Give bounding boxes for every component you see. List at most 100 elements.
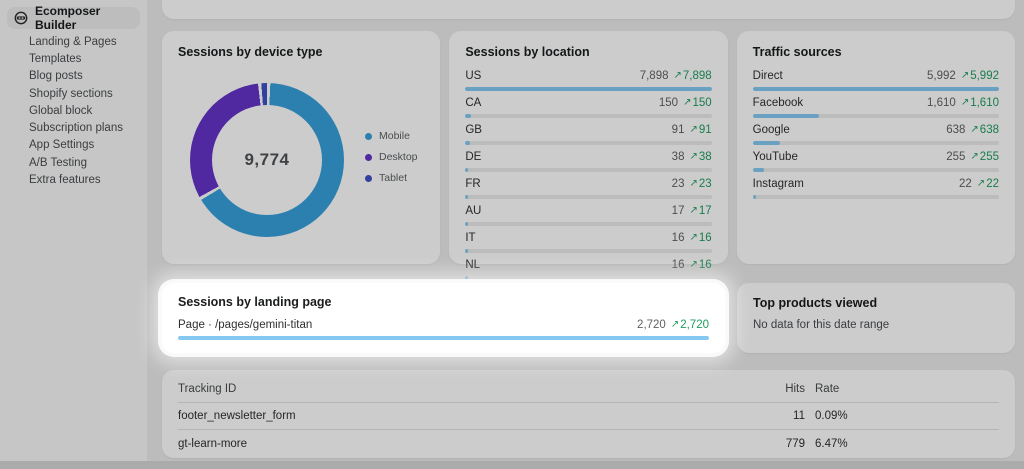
trend-up-icon: ↗ bbox=[673, 70, 682, 81]
landing-rows: Page · /pages/gemini-titan 2,720 ↗ 2,720 bbox=[178, 318, 709, 340]
trend-up-icon: ↗ bbox=[976, 178, 986, 189]
stat-delta-value: 91 bbox=[698, 124, 712, 136]
sidebar-item-label: Templates bbox=[29, 52, 82, 65]
card-title: Sessions by location bbox=[465, 45, 590, 59]
trend-up-icon: ↗ bbox=[689, 124, 698, 135]
tracking-table-card: Tracking ID Hits Rate footer_newsletter_… bbox=[162, 370, 1015, 458]
stat-value: 1,610 bbox=[927, 97, 956, 109]
bar-fill bbox=[465, 141, 470, 145]
table-body: footer_newsletter_form 11 0.09% gt-learn… bbox=[178, 403, 999, 457]
stat-delta-value: 5,992 bbox=[970, 70, 999, 82]
sidebar-item[interactable]: A/B Testing bbox=[0, 154, 147, 171]
stat-row: Instagram 22 ↗ 22 bbox=[752, 177, 999, 199]
stat-row: YouTube 255 ↗ 255 bbox=[752, 150, 999, 172]
donut-total-value: 9,774 bbox=[244, 150, 290, 169]
bar-track bbox=[465, 87, 712, 91]
stat-label: NL bbox=[465, 259, 481, 271]
sidebar-item[interactable]: Blog posts bbox=[0, 68, 147, 85]
stat-row: Direct 5,992 ↗ 5,992 bbox=[752, 69, 999, 91]
column-header-hits: Hits bbox=[785, 382, 805, 395]
stat-row: NL 16 ↗ 16 bbox=[465, 258, 712, 280]
trend-up-icon: ↗ bbox=[960, 97, 970, 108]
sidebar-item-ecomposer-builder[interactable]: Ecomposer Builder bbox=[7, 4, 140, 32]
tracking-id-cell: footer_newsletter_form bbox=[178, 410, 296, 422]
sidebar-item[interactable]: Templates bbox=[0, 50, 147, 67]
stat-delta: ↗ 22 bbox=[977, 178, 999, 190]
legend-label: Tablet bbox=[379, 172, 408, 184]
legend-dot-icon bbox=[365, 153, 372, 161]
stat-row: DE 38 ↗ 38 bbox=[465, 150, 712, 172]
stat-label: US bbox=[465, 70, 482, 82]
stat-delta: ↗ 16 bbox=[689, 232, 711, 244]
stat-delta-value: 22 bbox=[986, 178, 999, 190]
table-header-row: Tracking ID Hits Rate bbox=[178, 370, 999, 403]
bar-track bbox=[465, 168, 712, 172]
card-title: Sessions by landing page bbox=[178, 295, 332, 309]
trend-up-icon: ↗ bbox=[689, 151, 698, 162]
trend-up-icon: ↗ bbox=[689, 205, 698, 216]
stat-label: FR bbox=[465, 178, 481, 190]
stat-label: CA bbox=[465, 97, 482, 109]
legend-dot-icon bbox=[365, 132, 372, 140]
stat-value: 638 bbox=[946, 124, 966, 136]
stat-row: Facebook 1,610 ↗ 1,610 bbox=[752, 96, 999, 118]
trend-up-icon: ↗ bbox=[960, 70, 970, 81]
sidebar: Ecomposer Builder Landing & Pages Templa… bbox=[0, 0, 147, 469]
legend-label: Mobile bbox=[379, 130, 410, 142]
sidebar-item-label: Landing & Pages bbox=[29, 35, 117, 48]
stat-label: GB bbox=[465, 124, 482, 136]
sidebar-item[interactable]: Shopify sections bbox=[0, 85, 147, 102]
sidebar-item-label: Subscription plans bbox=[29, 122, 123, 135]
stat-row: GB 91 ↗ 91 bbox=[465, 123, 712, 145]
trend-up-icon: ↗ bbox=[970, 124, 979, 135]
stat-value: 17 bbox=[671, 205, 685, 217]
stat-row: AU 17 ↗ 17 bbox=[465, 204, 712, 226]
bar-fill bbox=[178, 336, 709, 340]
stat-delta: ↗ 16 bbox=[689, 259, 711, 271]
card-title: Sessions by device type bbox=[178, 45, 323, 59]
stat-row: IT 16 ↗ 16 bbox=[465, 231, 712, 253]
column-header-rate: Rate bbox=[815, 382, 840, 395]
legend-item: Mobile bbox=[365, 130, 418, 142]
bar-fill bbox=[465, 168, 469, 172]
bar-track bbox=[178, 336, 709, 340]
sidebar-item-label: Extra features bbox=[29, 174, 101, 187]
app-title: Ecomposer Builder bbox=[35, 4, 101, 32]
sidebar-item[interactable]: Subscription plans bbox=[0, 119, 147, 136]
stat-value: 22 bbox=[959, 178, 972, 190]
sidebar-item[interactable]: App Settings bbox=[0, 137, 147, 154]
stat-label: IT bbox=[465, 232, 476, 244]
stat-value: 38 bbox=[671, 151, 685, 163]
bar-fill bbox=[465, 276, 469, 280]
sidebar-item-label: Shopify sections bbox=[29, 87, 113, 100]
bar-fill bbox=[752, 141, 780, 145]
stat-delta-value: 150 bbox=[692, 97, 712, 109]
sidebar-item[interactable]: Landing & Pages bbox=[0, 33, 147, 50]
sidebar-item[interactable]: Extra features bbox=[0, 171, 147, 188]
column-header-tracking-id: Tracking ID bbox=[178, 382, 237, 395]
traffic-sources-card: Traffic sources Direct 5,992 ↗ 5,992 bbox=[736, 31, 1015, 264]
stat-label: Direct bbox=[752, 70, 783, 82]
sidebar-item[interactable]: Global block bbox=[0, 102, 147, 119]
trend-up-icon: ↗ bbox=[683, 97, 692, 108]
tracking-id-cell: gt-learn-more bbox=[178, 437, 248, 450]
bar-track bbox=[752, 141, 999, 145]
top-products-card: Top products viewed No data for this dat… bbox=[737, 283, 1015, 353]
bar-track bbox=[752, 195, 999, 199]
stat-label: YouTube bbox=[752, 151, 798, 163]
stat-delta: ↗ 2,720 bbox=[671, 319, 709, 331]
stat-delta-value: 255 bbox=[979, 151, 999, 163]
stat-delta-value: 1,610 bbox=[970, 97, 999, 109]
sidebar-item-label: A/B Testing bbox=[29, 156, 87, 169]
stat-delta-value: 2,720 bbox=[680, 319, 709, 331]
stat-delta: ↗ 5,992 bbox=[961, 70, 999, 82]
sidebar-item-label: App Settings bbox=[29, 139, 95, 152]
bar-fill bbox=[465, 222, 469, 226]
legend-label: Desktop bbox=[379, 151, 418, 163]
donut-center: 9,774 bbox=[212, 105, 322, 215]
sidebar-item-label: Blog posts bbox=[29, 70, 83, 83]
bar-fill bbox=[752, 87, 999, 91]
stat-delta-value: 17 bbox=[698, 205, 712, 217]
table-row: footer_newsletter_form 11 0.09% bbox=[178, 403, 999, 430]
legend-dot-icon bbox=[365, 174, 372, 182]
